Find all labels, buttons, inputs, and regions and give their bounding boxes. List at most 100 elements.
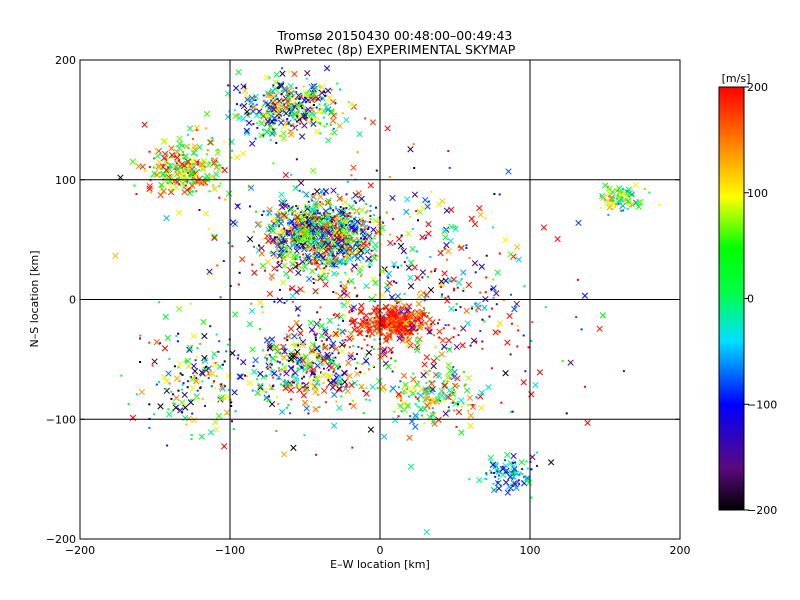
data-point-x xyxy=(287,83,294,90)
data-point-dot xyxy=(259,328,262,331)
data-point-x xyxy=(422,196,429,204)
data-point-dot xyxy=(262,94,265,97)
data-point-dot xyxy=(324,247,327,250)
data-point-dot xyxy=(370,326,373,329)
data-point-dot xyxy=(395,299,398,302)
data-point-x xyxy=(412,412,419,419)
data-point-x xyxy=(312,215,319,222)
data-point-dot xyxy=(401,330,404,333)
data-point-dot xyxy=(223,140,226,143)
data-point-x xyxy=(293,247,301,255)
data-point-dot xyxy=(369,312,372,315)
data-point-x xyxy=(363,242,370,249)
data-point-x xyxy=(184,357,191,365)
data-point-x xyxy=(365,349,373,356)
data-point-dot xyxy=(394,360,397,362)
data-point-x xyxy=(427,286,435,294)
data-point-dot xyxy=(459,306,462,309)
data-point-dot xyxy=(313,91,316,94)
data-point-dot xyxy=(397,311,400,314)
data-point-dot xyxy=(451,401,454,404)
data-point-dot xyxy=(350,174,353,177)
data-point-dot xyxy=(332,209,335,212)
data-point-x xyxy=(395,235,403,243)
data-point-x xyxy=(336,377,344,385)
data-point-dot xyxy=(344,225,347,228)
data-point-x xyxy=(282,202,289,210)
data-point-dot xyxy=(327,378,330,381)
data-point-dot xyxy=(323,272,326,275)
data-point-dot xyxy=(400,311,403,314)
data-point-x xyxy=(274,241,281,249)
data-point-dot xyxy=(328,216,331,219)
data-point-x xyxy=(168,145,175,152)
data-point-dot xyxy=(397,301,400,304)
data-point-x xyxy=(360,240,367,247)
data-point-x xyxy=(430,357,438,365)
data-point-dot xyxy=(291,232,294,235)
data-point-dot xyxy=(580,328,583,331)
data-point-dot xyxy=(388,176,391,178)
data-point-dot xyxy=(328,346,331,349)
data-point-x xyxy=(453,343,460,351)
data-point-dot xyxy=(446,380,449,383)
data-point-x xyxy=(199,370,206,377)
data-point-x xyxy=(320,371,327,379)
data-point-x xyxy=(243,108,251,115)
data-point-dot xyxy=(293,241,296,244)
data-point-dot xyxy=(361,238,364,241)
data-point-dot xyxy=(159,342,162,345)
data-point-x xyxy=(305,275,313,283)
data-point-x xyxy=(248,307,256,315)
data-point-x xyxy=(303,405,310,412)
data-point-x xyxy=(350,304,358,311)
data-point-x xyxy=(419,234,426,241)
data-point-dot xyxy=(293,386,296,389)
data-point-dot xyxy=(305,77,308,80)
data-point-x xyxy=(268,273,275,280)
data-point-dot xyxy=(377,316,380,319)
data-point-x xyxy=(470,337,478,344)
data-point-dot xyxy=(314,334,317,337)
data-point-dot xyxy=(295,343,298,346)
data-point-dot xyxy=(318,219,320,222)
data-point-dot xyxy=(318,350,321,353)
data-point-x xyxy=(275,100,282,108)
data-point-dot xyxy=(620,196,623,199)
data-point-x xyxy=(244,96,251,103)
data-point-dot xyxy=(399,316,402,319)
data-point-dot xyxy=(481,347,484,350)
data-point-x xyxy=(420,289,427,297)
data-point-x xyxy=(507,473,514,481)
data-point-dot xyxy=(385,340,387,342)
data-point-dot xyxy=(191,412,194,415)
data-point-x xyxy=(330,378,338,385)
data-point-dot xyxy=(357,230,360,233)
data-point-x xyxy=(416,336,423,343)
data-point-x xyxy=(351,317,358,324)
data-point-dot xyxy=(626,207,629,210)
data-point-dot xyxy=(380,328,383,331)
data-point-dot xyxy=(346,250,349,253)
data-point-x xyxy=(332,217,340,225)
data-point-x xyxy=(206,139,214,146)
data-point-dot xyxy=(290,96,293,99)
data-point-dot xyxy=(299,215,302,218)
data-point-x xyxy=(332,345,340,352)
data-point-dot xyxy=(406,336,409,339)
data-point-dot xyxy=(164,388,167,391)
data-point-dot xyxy=(208,190,211,193)
data-point-dot xyxy=(301,382,304,385)
data-point-dot xyxy=(395,310,398,313)
data-point-x xyxy=(332,256,339,263)
data-point-dot xyxy=(368,323,371,326)
data-point-dot xyxy=(268,96,270,98)
data-point-dot xyxy=(377,322,380,325)
data-point-dot xyxy=(412,143,415,146)
data-point-dot xyxy=(329,223,332,226)
data-point-dot xyxy=(181,388,184,391)
data-point-dot xyxy=(320,340,323,342)
data-point-dot xyxy=(561,360,564,362)
data-point-dot xyxy=(324,333,327,336)
data-point-x xyxy=(441,227,448,235)
